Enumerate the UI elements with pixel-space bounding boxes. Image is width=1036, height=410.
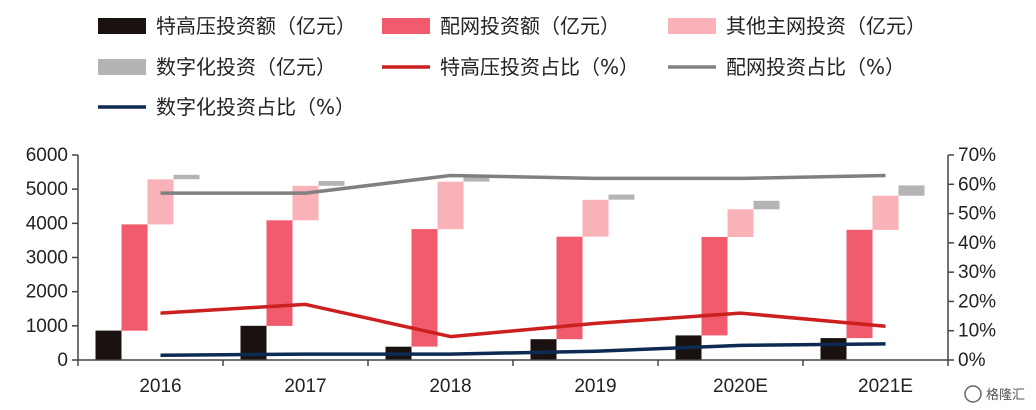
bars (95, 174, 925, 360)
legend-label-2: 配网投资额（亿元） (440, 14, 620, 38)
left-tick-label: 3000 (26, 248, 68, 269)
lines (160, 173, 886, 358)
bar-3-2018 (437, 181, 464, 230)
watermark: 格隆汇 (964, 385, 1025, 403)
x-tick-label: 2021E (858, 376, 913, 397)
legend-swatch-3 (668, 18, 716, 34)
bar-4-2020E (753, 200, 780, 210)
right-tick-label: 0% (958, 350, 986, 371)
x-tick-label: 2017 (284, 376, 326, 397)
x-tick-label: 2016 (139, 376, 181, 397)
bar-4-2017 (318, 181, 345, 186)
line-series-3 (160, 342, 886, 358)
bar-1-2021E (820, 338, 847, 360)
left-tick-label: 4000 (26, 213, 68, 234)
bar-3-2019 (582, 199, 609, 237)
left-tick-label: 0 (57, 350, 68, 371)
right-tick-label: 10% (958, 321, 996, 342)
right-tick-label: 70% (958, 145, 996, 166)
legend-swatch-4 (98, 59, 146, 75)
right-tick-label: 50% (958, 204, 996, 225)
right-tick-label: 20% (958, 291, 996, 312)
bar-1-2016 (95, 330, 122, 360)
bar-2-2019 (556, 236, 583, 340)
legend-label-6: 配网投资占比（%） (726, 55, 905, 79)
right-tick-label: 40% (958, 233, 996, 254)
bar-2-2021E (846, 229, 873, 339)
plot-area: 0 1000 2000 3000 4000 5000 6000 0% 10% 20% 30% 40% 5… (26, 145, 996, 397)
legend-swatch-1 (98, 18, 146, 34)
x-tick-label: 2018 (429, 376, 471, 397)
left-tick-label: 5000 (26, 179, 68, 200)
line-series-2 (160, 173, 886, 195)
legend-label-4: 数字化投资（亿元） (156, 55, 336, 79)
axes: 0 1000 2000 3000 4000 5000 6000 0% 10% 20% 30% 40% 5… (26, 145, 996, 397)
bar-3-2020E (727, 209, 754, 237)
watermark-logo-icon (964, 385, 982, 403)
watermark-text: 格隆汇 (986, 387, 1025, 403)
legend-label-1: 特高压投资额（亿元） (156, 14, 356, 38)
bar-2-2018 (411, 229, 438, 347)
legend-label-5: 特高压投资占比（%） (440, 55, 639, 79)
x-tick-label: 2020E (713, 376, 768, 397)
x-tick-label: 2019 (574, 376, 616, 397)
left-tick-label: 6000 (26, 145, 68, 166)
bar-4-2016 (173, 174, 200, 180)
bar-2-2016 (121, 224, 148, 331)
bar-2-2020E (701, 237, 728, 336)
bar-3-2016 (147, 179, 174, 225)
bar-2-2017 (266, 220, 293, 326)
left-tick-label: 1000 (26, 316, 68, 337)
legend-label-3: 其他主网投资（亿元） (726, 14, 926, 38)
line-series-1 (160, 302, 886, 339)
bar-1-2019 (530, 339, 557, 360)
bar-4-2018 (463, 177, 490, 182)
right-tick-label: 30% (958, 262, 996, 283)
legend-label-7: 数字化投资占比（%） (156, 95, 355, 119)
left-tick-label: 2000 (26, 282, 68, 303)
legend: 特高压投资额（亿元） 配网投资额（亿元） 其他主网投资（亿元） 数字化投资（亿元） 特高… (98, 14, 926, 119)
bar-4-2021E (898, 185, 925, 196)
legend-swatch-2 (382, 18, 430, 34)
right-tick-label: 60% (958, 174, 996, 195)
bar-4-2019 (608, 194, 635, 200)
bar-3-2021E (872, 195, 899, 230)
